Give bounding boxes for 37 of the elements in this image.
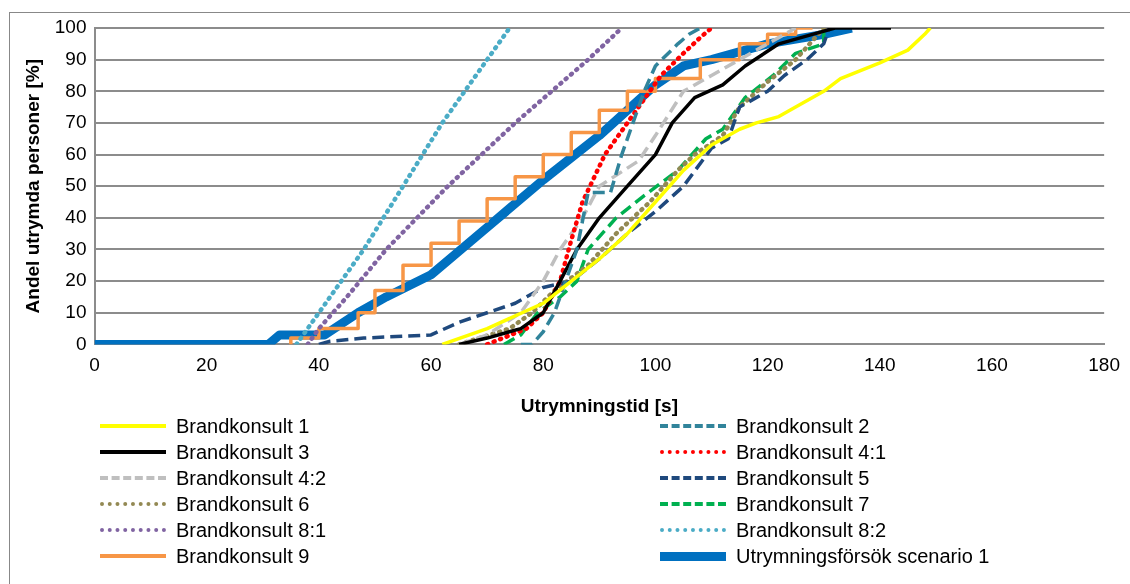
y-axis-title: Andel utrymda personer [%] [21,58,43,314]
legend-label: Brandkonsult 4:2 [176,466,327,490]
x-tick-label: 60 [420,354,442,376]
x-tick-label: 80 [532,354,554,376]
y-tick-label: 50 [65,174,87,196]
x-axis-title: Utrymningstid [s] [520,394,678,416]
x-tick-label: 100 [639,354,672,376]
y-tick-label: 70 [65,111,87,133]
x-tick-label: 180 [1088,354,1120,376]
y-tick-label: 100 [54,16,87,38]
legend-label: Brandkonsult 7 [736,492,870,516]
legend-label: Brandkonsult 8:1 [176,518,327,542]
x-tick-label: 160 [976,354,1008,376]
x-tick-label: 40 [308,354,330,376]
line-series [294,28,512,345]
legend-label: Brandkonsult 4:1 [736,440,887,464]
legend-label: Utrymningsförsök scenario 1 [736,544,990,568]
x-tick-label: 140 [863,354,896,376]
legend-label: Brandkonsult 2 [736,414,870,438]
y-tick-label: 0 [75,332,87,354]
legend-label: Brandkonsult 8:2 [736,518,887,542]
line-series [519,28,703,345]
legend-label: Brandkonsult 6 [176,492,310,516]
x-tick-label: 120 [751,354,784,376]
y-tick-label: 60 [65,142,87,164]
x-tick-label: 20 [196,354,218,376]
legend-label: Brandkonsult 1 [176,414,310,438]
y-tick-label: 10 [65,300,87,322]
y-tick-label: 80 [65,79,87,101]
legend-label: Brandkonsult 5 [736,466,870,490]
legend-label: Brandkonsult 3 [176,440,310,464]
y-tick-label: 90 [65,47,87,69]
legend-label: Brandkonsult 9 [176,544,310,568]
y-tick-label: 30 [65,237,87,259]
y-tick-label: 20 [65,269,87,291]
y-tick-label: 40 [65,206,87,228]
line-series [484,28,714,345]
